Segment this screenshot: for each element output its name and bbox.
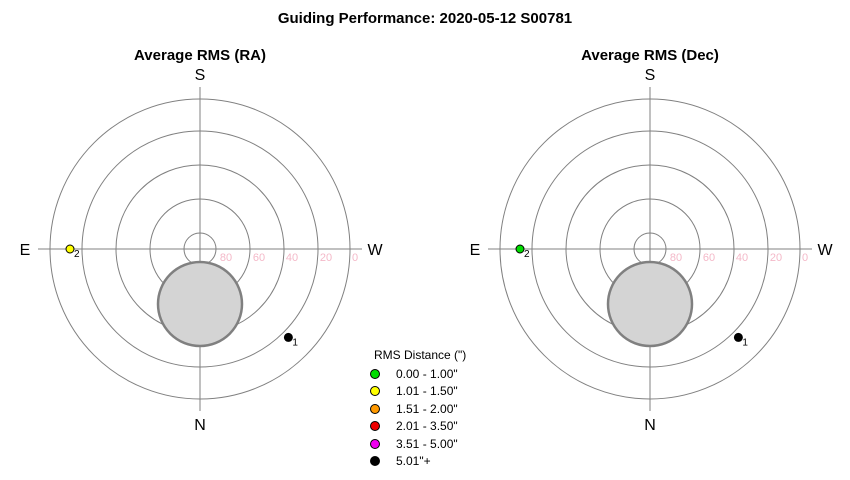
- plot-1-direction-left: E: [20, 242, 31, 259]
- plot-1-point-1: [283, 332, 293, 342]
- plot-2-radial-tick-label: 0: [802, 252, 808, 264]
- plot-2-direction-top: S: [645, 67, 656, 84]
- plot-1-direction-right: W: [367, 242, 383, 259]
- plot-1-radial-tick-label: 20: [320, 252, 332, 264]
- legend-title: RMS Distance ("): [374, 348, 467, 362]
- legend-label: 5.01"+: [396, 454, 431, 469]
- plot-1-title: Average RMS (RA): [134, 47, 266, 64]
- legend: RMS Distance (") 0.00 - 1.00" 1.01 - 1.50…: [362, 348, 466, 470]
- legend-marker: [370, 456, 380, 467]
- plot-2-radial-tick-label: 40: [736, 252, 748, 264]
- plot-1-altitude-ring-4: [81, 130, 319, 368]
- plot-1-point-label-1: 1: [292, 337, 298, 348]
- legend-label: 0.00 - 1.00": [396, 366, 458, 381]
- plot-2-radial-tick-label: 20: [770, 252, 782, 264]
- plot-2-direction-left: E: [470, 242, 481, 259]
- plot-2-radial-tick-label: 80: [670, 252, 682, 264]
- plot-2-altitude-ring-5: [499, 98, 801, 400]
- chart-main-title: Guiding Performance: 2020-05-12 S00781: [277, 10, 573, 27]
- plot-1-direction-bottom: N: [194, 417, 206, 434]
- legend-item: 1.51 - 2.00": [362, 400, 466, 418]
- plot-2-direction-right: W: [817, 242, 833, 259]
- plot-1-radial-tick-label: 60: [253, 252, 265, 264]
- plot-1-radial-tick-label: 80: [220, 252, 232, 264]
- plot-1-shaded-region: [156, 260, 244, 348]
- legend-marker: [370, 438, 380, 449]
- plot-2-radial-tick-label: 60: [703, 252, 715, 264]
- legend-marker: [370, 368, 380, 379]
- legend-marker: [370, 421, 380, 432]
- legend-label: 2.01 - 3.50": [396, 419, 458, 434]
- plot-1-direction-top: S: [195, 67, 206, 84]
- plot-1-altitude-ring-5: [49, 98, 351, 400]
- plot-1-radial-tick-label: 0: [352, 252, 358, 264]
- legend-label: 3.51 - 5.00": [396, 436, 458, 451]
- plot-2-title: Average RMS (Dec): [581, 47, 719, 64]
- plot-1-point-label-2: 2: [74, 249, 80, 260]
- plot-2-shaded-region: [606, 260, 694, 348]
- legend-label: 1.01 - 1.50": [396, 384, 458, 399]
- plot-2-direction-bottom: N: [644, 417, 656, 434]
- legend-item: 2.01 - 3.50": [362, 418, 466, 436]
- plot-1-point-2: [65, 244, 75, 254]
- plot-2-point-1: [733, 332, 743, 342]
- plot-2-point-label-2: 2: [524, 249, 530, 260]
- plot-2-altitude-ring-4: [531, 130, 769, 368]
- legend-label: 1.51 - 2.00": [396, 401, 458, 416]
- legend-item: 1.01 - 1.50": [362, 383, 466, 401]
- legend-item: 0.00 - 1.00": [362, 365, 466, 383]
- plot-2-point-2: [515, 244, 525, 254]
- plot-2-point-label-1: 1: [742, 337, 748, 348]
- legend-marker: [370, 386, 380, 397]
- plot-1-radial-tick-label: 40: [286, 252, 298, 264]
- legend-marker: [370, 403, 380, 414]
- legend-item: 3.51 - 5.00": [362, 435, 466, 453]
- legend-item: 5.01"+: [362, 453, 466, 471]
